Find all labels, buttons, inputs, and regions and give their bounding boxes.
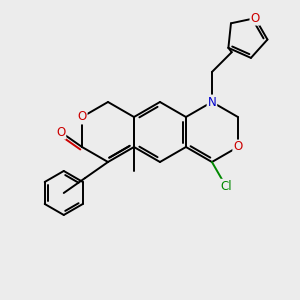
Text: N: N — [208, 95, 216, 109]
Text: O: O — [250, 12, 260, 25]
Text: O: O — [56, 126, 65, 139]
Text: O: O — [233, 140, 242, 154]
Text: Cl: Cl — [220, 180, 232, 193]
Text: O: O — [77, 110, 87, 124]
